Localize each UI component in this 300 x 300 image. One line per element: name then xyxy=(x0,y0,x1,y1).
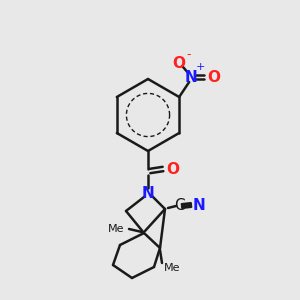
Text: O: O xyxy=(173,56,186,70)
Text: Me: Me xyxy=(164,263,180,273)
Text: N: N xyxy=(185,70,198,85)
Text: O: O xyxy=(167,161,179,176)
Text: N: N xyxy=(142,185,154,200)
Text: Me: Me xyxy=(108,224,124,234)
Text: O: O xyxy=(208,70,221,85)
Text: N: N xyxy=(193,197,206,212)
Text: +: + xyxy=(196,62,205,72)
Text: -: - xyxy=(186,49,190,62)
Text: C: C xyxy=(174,199,184,214)
